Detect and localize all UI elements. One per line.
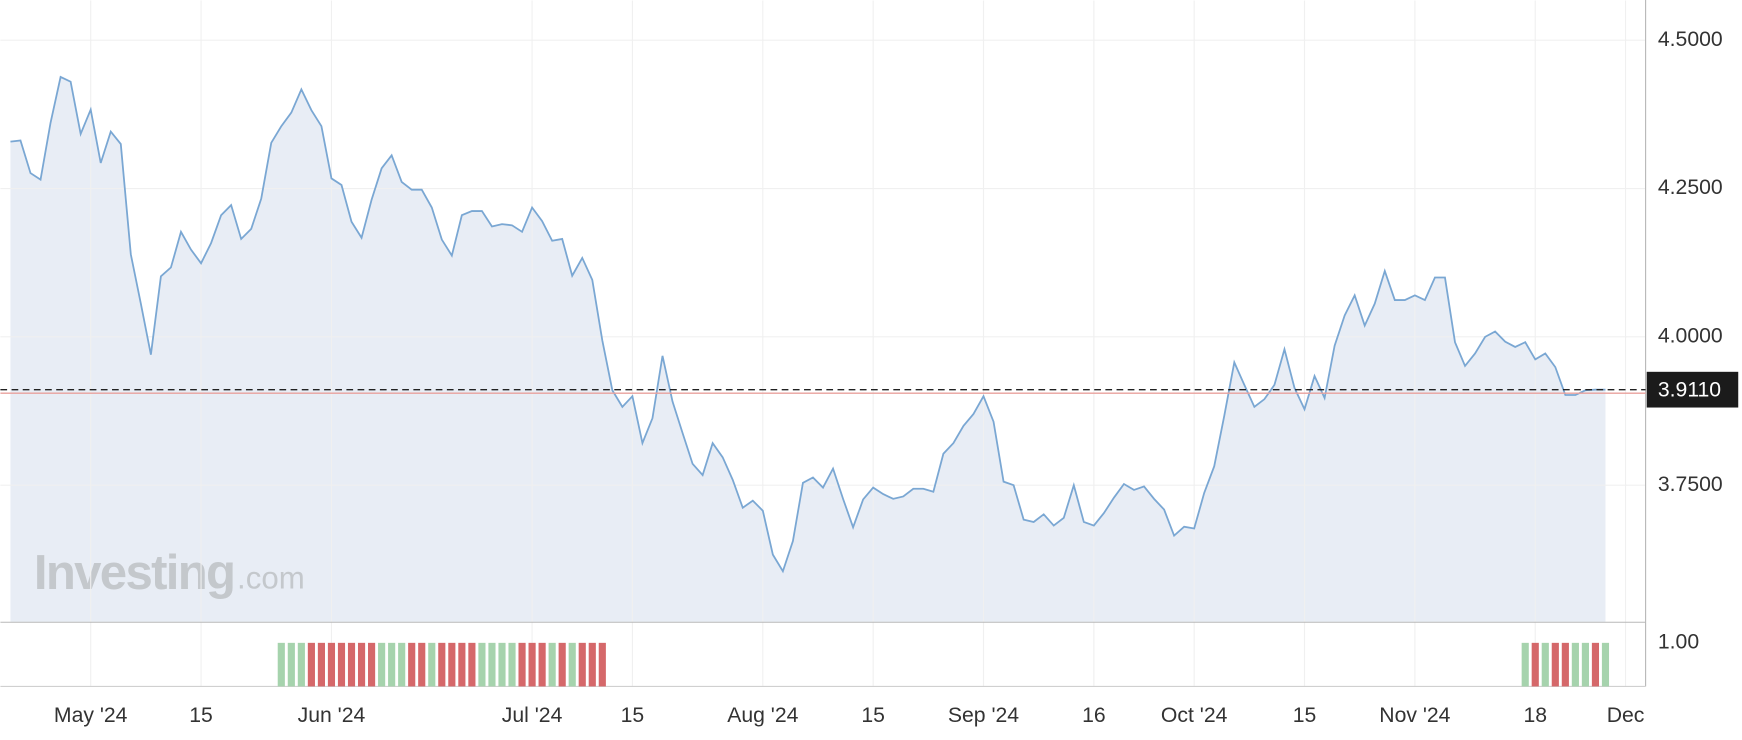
volume-bar: [498, 642, 506, 687]
volume-bar: [438, 642, 446, 687]
x-tick-label: Dec: [1607, 704, 1645, 727]
x-tick-label: 15: [189, 704, 213, 727]
volume-bar: [548, 642, 556, 687]
volume-bar: [428, 642, 436, 687]
volume-bar: [458, 642, 466, 687]
volume-bar: [468, 642, 476, 687]
volume-bar: [528, 642, 536, 687]
x-tick-label: Aug '24: [727, 704, 798, 727]
volume-bar: [347, 642, 356, 687]
y-tick-label: 4.0000: [1658, 324, 1723, 347]
volume-bar: [598, 642, 606, 687]
volume-bar: [378, 642, 386, 687]
x-tick-label: 16: [1082, 704, 1106, 727]
y-tick-label: 4.5000: [1658, 28, 1723, 51]
x-tick-label: Jun '24: [298, 704, 366, 727]
volume-bar: [287, 642, 295, 687]
volume-tick-label: 1.00: [1658, 630, 1699, 653]
volume-bar: [448, 642, 456, 687]
volume-bar: [1561, 642, 1569, 687]
current-price-label: 3.9110: [1658, 378, 1721, 401]
watermark-domain: .com: [237, 561, 305, 596]
x-tick-label: 15: [621, 704, 645, 727]
volume-bar: [297, 642, 305, 687]
area-fill: [10, 76, 1606, 622]
volume-bar: [568, 642, 576, 687]
volume-bar: [1601, 642, 1610, 687]
volume-bar: [478, 642, 486, 687]
volume-bar: [488, 642, 496, 687]
volume-bar: [578, 642, 586, 687]
volume-bar: [1531, 642, 1539, 687]
volume-bar: [518, 642, 526, 687]
volume-bar: [337, 642, 346, 687]
current-price-box: [1646, 371, 1739, 408]
price-line: [10, 75, 1606, 574]
volume-bar: [357, 642, 366, 687]
volume-bar: [538, 642, 546, 687]
volume-bar: [408, 642, 416, 687]
volume-bar: [327, 642, 336, 687]
volume-bar: [1521, 642, 1529, 687]
x-tick-label: 15: [1293, 704, 1317, 727]
y-tick-label: 3.7500: [1658, 473, 1723, 496]
x-tick-label: May '24: [54, 704, 128, 727]
watermark-brand: Investing: [34, 546, 235, 600]
volume-bar: [1591, 642, 1600, 687]
volume-bar: [588, 642, 596, 687]
volume-bar: [1551, 642, 1559, 687]
volume-bar: [418, 642, 426, 687]
volume-bar: [368, 642, 376, 687]
volume-bar: [1581, 642, 1589, 687]
volume-bar: [558, 642, 566, 687]
volume-bar: [398, 642, 406, 687]
volume-bar: [388, 642, 396, 687]
volume-bar: [508, 642, 516, 687]
volume-bar: [307, 642, 315, 687]
x-tick-label: 15: [861, 704, 885, 727]
volume-bar: [277, 642, 285, 687]
volume-bar: [1541, 642, 1549, 687]
volume-bar: [1571, 642, 1579, 687]
x-tick-label: Sep '24: [948, 704, 1019, 727]
y-tick-label: 4.2500: [1658, 176, 1723, 199]
x-tick-label: 18: [1523, 704, 1547, 727]
x-tick-label: Nov '24: [1379, 704, 1450, 727]
volume-bar: [317, 642, 325, 687]
x-tick-label: Jul '24: [502, 704, 563, 727]
x-tick-label: Oct '24: [1161, 704, 1228, 727]
